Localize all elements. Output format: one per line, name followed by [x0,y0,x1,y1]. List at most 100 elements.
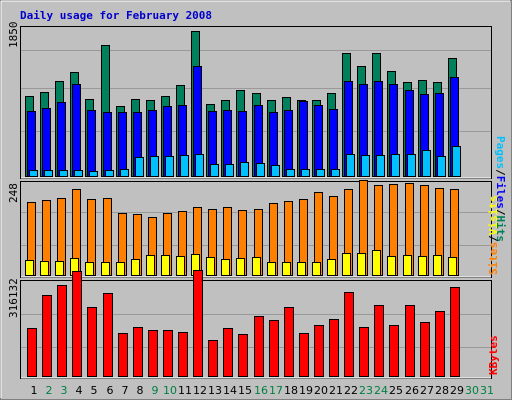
bar-pages-day-23 [361,155,370,177]
bar-pages-day-10 [165,156,174,177]
x-label-day-5: 5 [91,384,98,397]
legend-separator: / [494,209,507,216]
bottom-legend: KBytes [487,335,500,375]
legend-sites: Sites [487,242,500,275]
bar-visits-day-13 [206,257,215,276]
bar-pages-day-18 [286,169,295,177]
bar-pages-day-24 [376,155,385,177]
bar-visits-day-29 [448,257,457,276]
legend-pages: Pages [494,136,507,169]
bar-kbytes-day-29 [450,287,460,377]
x-label-day-19: 19 [299,384,313,397]
bar-pages-day-13 [210,164,219,177]
x-label-day-14: 14 [223,384,237,397]
x-label-day-24: 24 [374,384,388,397]
bar-files-day-1 [27,111,36,177]
x-label-day-18: 18 [284,384,298,397]
bar-pages-day-22 [346,154,355,177]
bar-files-day-2 [42,108,51,177]
bar-files-day-19 [299,101,308,177]
bar-visits-day-24 [372,250,381,276]
legend-separator: / [494,169,507,176]
bar-visits-day-9 [146,255,155,276]
bar-files-day-5 [87,110,96,177]
bar-visits-day-22 [342,253,351,276]
x-label-day-10: 10 [163,384,177,397]
bar-visits-day-14 [221,259,230,276]
bar-visits-day-11 [176,256,185,276]
bar-visits-day-6 [101,262,110,276]
x-axis-labels: 1 2 3 4 5 6 7 8 9 10 11 12 13 14 15 16 17 18 19 20 21 22 23 24 2… [31,384,495,397]
bar-files-day-4 [72,84,81,177]
bar-files-day-6 [103,112,112,177]
bar-visits-day-27 [418,256,427,276]
bar-visits-day-26 [403,255,412,276]
bar-kbytes-day-4 [72,271,82,377]
bar-visits-day-8 [131,259,140,276]
x-label-day-3: 3 [61,384,68,397]
bar-kbytes-day-24 [374,305,384,377]
bar-kbytes-day-5 [87,307,97,377]
bar-pages-day-26 [407,154,416,177]
bar-kbytes-day-12 [193,270,203,377]
bar-visits-day-3 [55,261,64,276]
bar-visits-day-7 [116,262,125,276]
bar-visits-day-21 [327,259,336,276]
bar-pages-day-28 [437,156,446,177]
x-label-day-28: 28 [435,384,449,397]
x-label-day-16: 16 [254,384,268,397]
bar-pages-day-2 [44,170,53,177]
bar-pages-day-12 [195,154,204,177]
legend-files: Files [494,176,507,209]
x-label-day-17: 17 [269,384,283,397]
bar-pages-day-6 [105,170,114,177]
bottom-ymax-label: 316132 [7,278,20,318]
x-label-day-8: 8 [137,384,144,397]
x-label-day-27: 27 [420,384,434,397]
bars-layer [25,31,461,377]
bar-kbytes-day-27 [420,322,430,377]
x-label-day-4: 4 [76,384,83,397]
bar-kbytes-day-16 [254,316,264,377]
bar-kbytes-day-8 [133,327,143,377]
bar-kbytes-day-25 [389,325,399,377]
bar-kbytes-day-6 [103,293,113,377]
bar-files-day-3 [57,102,66,177]
bar-kbytes-day-9 [148,330,158,377]
x-label-day-31: 31 [480,384,494,397]
bar-pages-day-8 [135,157,144,177]
legend-separator: / [487,235,500,242]
x-label-day-22: 22 [344,384,358,397]
bar-kbytes-day-15 [238,334,248,377]
x-label-day-21: 21 [329,384,343,397]
x-label-day-23: 23 [359,384,373,397]
bar-pages-day-3 [59,170,68,177]
x-label-day-11: 11 [178,384,192,397]
x-label-day-30: 30 [465,384,479,397]
chart-title: Daily usage for February 2008 [20,9,212,22]
bar-files-day-7 [118,112,127,177]
x-label-day-13: 13 [208,384,222,397]
x-label-day-6: 6 [107,384,114,397]
x-label-day-9: 9 [152,384,159,397]
bar-pages-day-20 [316,169,325,177]
legend-kbytes: KBytes [487,335,500,375]
top-legend: Pages/Files/Hits [494,136,507,242]
bar-kbytes-day-17 [269,320,279,377]
bar-pages-day-21 [331,169,340,177]
bar-pages-day-7 [120,169,129,177]
bar-visits-day-2 [40,261,49,276]
bar-pages-day-14 [225,164,234,177]
bar-kbytes-day-28 [435,311,445,377]
bar-kbytes-day-2 [42,295,52,377]
legend-hits: Hits [494,216,507,243]
bar-files-day-21 [329,109,338,177]
bar-pages-day-17 [271,165,280,177]
bar-pages-day-5 [89,171,98,177]
middle-legend: Sites/Visits [487,196,500,276]
x-label-day-15: 15 [238,384,252,397]
x-label-day-26: 26 [405,384,419,397]
bar-kbytes-day-14 [223,328,233,377]
